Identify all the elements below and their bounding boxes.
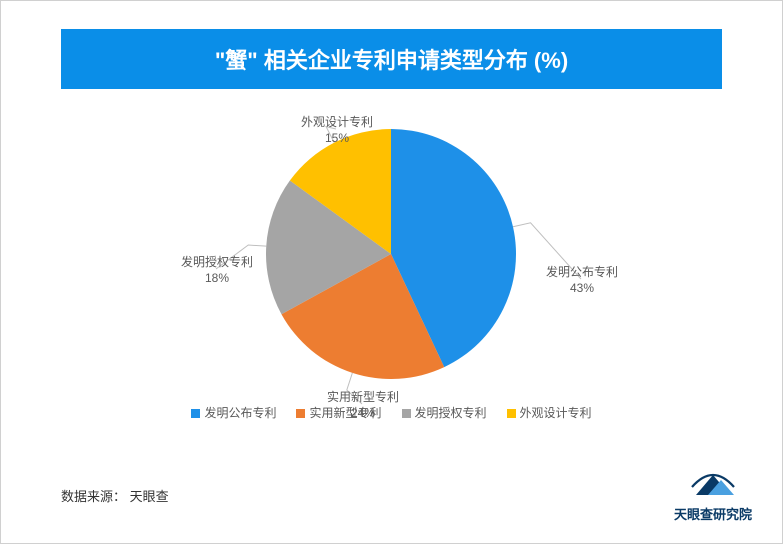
legend-swatch	[191, 409, 200, 418]
slice-label-pct: 15%	[301, 130, 373, 146]
legend-item: 发明授权专利	[402, 404, 487, 421]
pie-chart	[266, 129, 516, 379]
slice-label-name: 实用新型专利	[327, 389, 399, 405]
slice-label-name: 发明授权专利	[181, 254, 253, 270]
legend-swatch	[507, 409, 516, 418]
brand-text: 天眼查研究院	[674, 504, 752, 523]
slice-label-name: 外观设计专利	[301, 114, 373, 130]
chart-title-bar: "蟹" 相关企业专利申请类型分布 (%)	[61, 29, 722, 89]
slice-label: 发明授权专利18%	[181, 254, 253, 286]
chart-area: 发明公布专利43%实用新型专利24%发明授权专利18%外观设计专利15% 发明公…	[1, 99, 782, 459]
legend-item: 发明公布专利	[191, 404, 276, 421]
legend-item: 实用新型专利	[296, 404, 381, 421]
slice-label-pct: 18%	[181, 270, 253, 286]
source-value: 天眼查	[130, 489, 169, 504]
chart-title: "蟹" 相关企业专利申请类型分布 (%)	[215, 48, 568, 73]
data-source: 数据来源： 天眼查	[61, 486, 169, 505]
legend-item: 外观设计专利	[507, 404, 592, 421]
legend-label: 实用新型专利	[309, 406, 381, 420]
legend-label: 发明授权专利	[415, 406, 487, 420]
legend-swatch	[296, 409, 305, 418]
slice-label: 外观设计专利15%	[301, 114, 373, 146]
source-label: 数据来源：	[61, 489, 126, 504]
slice-label-pct: 43%	[546, 280, 618, 296]
legend-label: 外观设计专利	[520, 406, 592, 420]
legend-swatch	[402, 409, 411, 418]
legend-label: 发明公布专利	[204, 406, 276, 420]
legend: 发明公布专利 实用新型专利 发明授权专利 外观设计专利	[1, 404, 782, 421]
brand-logo-icon	[686, 467, 740, 497]
slice-label-name: 发明公布专利	[546, 264, 618, 280]
slice-label: 发明公布专利43%	[546, 264, 618, 296]
brand: 天眼查研究院	[674, 467, 752, 523]
